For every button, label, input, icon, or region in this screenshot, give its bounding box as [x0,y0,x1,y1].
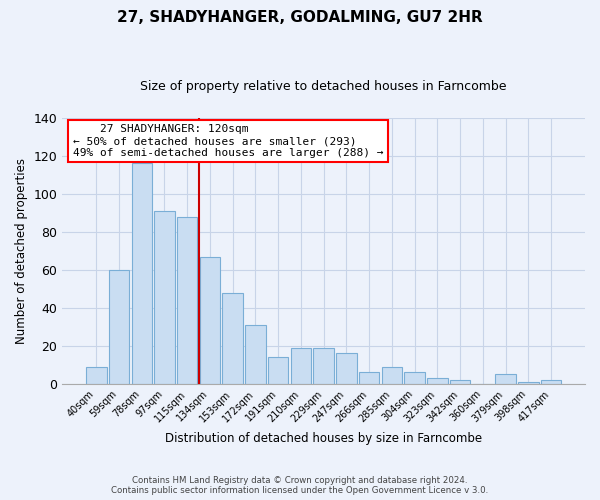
Bar [496,374,516,384]
Bar [382,367,402,384]
Text: Contains HM Land Registry data © Crown copyright and database right 2024.
Contai: Contains HM Land Registry data © Crown c… [112,476,488,495]
Bar [404,372,425,384]
Title: Size of property relative to detached houses in Farncombe: Size of property relative to detached ho… [140,80,507,93]
Bar [86,367,107,384]
Bar [359,372,379,384]
Bar [336,354,356,384]
Bar [518,382,539,384]
Bar [290,348,311,384]
Text: 27 SHADYHANGER: 120sqm
← 50% of detached houses are smaller (293)
49% of semi-de: 27 SHADYHANGER: 120sqm ← 50% of detached… [73,124,383,158]
Bar [427,378,448,384]
Bar [268,358,289,384]
Bar [223,292,243,384]
Bar [200,256,220,384]
Bar [541,380,561,384]
Bar [245,325,266,384]
Bar [177,216,197,384]
X-axis label: Distribution of detached houses by size in Farncombe: Distribution of detached houses by size … [165,432,482,445]
Y-axis label: Number of detached properties: Number of detached properties [15,158,28,344]
Bar [154,211,175,384]
Bar [131,164,152,384]
Bar [450,380,470,384]
Text: 27, SHADYHANGER, GODALMING, GU7 2HR: 27, SHADYHANGER, GODALMING, GU7 2HR [117,10,483,25]
Bar [109,270,129,384]
Bar [313,348,334,384]
